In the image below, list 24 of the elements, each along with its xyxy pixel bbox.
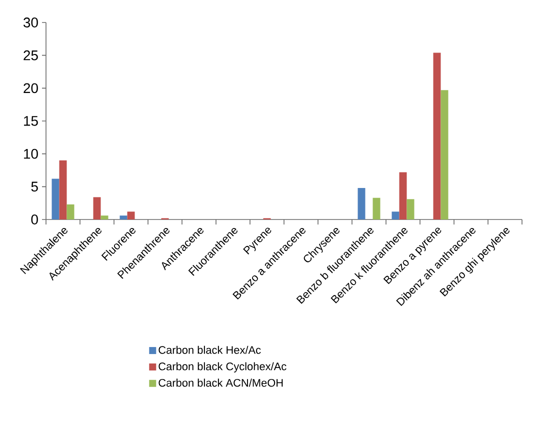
y-tick-label: 20 [24, 83, 38, 94]
bar [59, 160, 67, 220]
bar [93, 197, 101, 220]
bar [358, 188, 366, 220]
y-tick-label: 10 [24, 148, 38, 159]
bar [127, 212, 135, 220]
legend-label: Carbon black ACN/MeOH [158, 378, 283, 387]
bar [120, 216, 128, 220]
y-tick-label: 5 [31, 182, 38, 192]
bar [66, 204, 74, 220]
bar [100, 216, 108, 220]
y-tick-label: 15 [24, 116, 38, 126]
bar [440, 90, 448, 220]
bar [433, 52, 441, 220]
legend-label: Carbon black Cyclohex/Ac [158, 362, 286, 372]
y-tick-label: 0 [31, 214, 38, 224]
bar [52, 178, 60, 220]
bar [392, 212, 400, 220]
y-tick-label: 30 [23, 18, 38, 28]
legend-label: Carbon black Hex/Ac [158, 346, 261, 354]
y-tick-label: 25 [24, 50, 38, 60]
bar [399, 172, 407, 220]
bar [406, 199, 414, 220]
bar [372, 198, 380, 220]
